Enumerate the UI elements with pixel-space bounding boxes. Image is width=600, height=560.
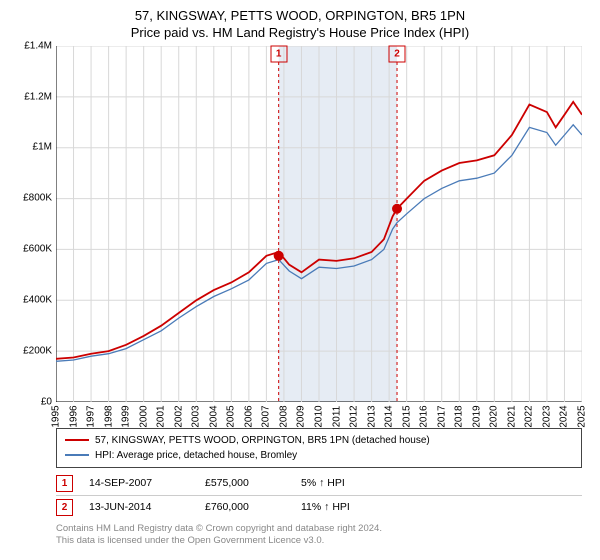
x-axis-label: 2016	[419, 405, 430, 427]
x-axis-label: 2006	[243, 405, 254, 427]
x-axis-label: 2002	[173, 405, 184, 427]
legend-row: HPI: Average price, detached house, Brom…	[65, 448, 573, 463]
legend-label-2: HPI: Average price, detached house, Brom…	[95, 448, 297, 463]
x-axis-label: 2012	[349, 405, 360, 427]
legend-box: 57, KINGSWAY, PETTS WOOD, ORPINGTON, BR5…	[56, 428, 582, 468]
legend-label-1: 57, KINGSWAY, PETTS WOOD, ORPINGTON, BR5…	[95, 433, 430, 448]
x-axis-label: 1999	[121, 405, 132, 427]
chart-area: £0£200K£400K£600K£800K£1M£1.2M£1.4M12 19…	[56, 46, 582, 422]
x-axis-label: 2021	[506, 405, 517, 427]
data-point-icon	[392, 204, 402, 214]
x-axis-label: 2001	[156, 405, 167, 427]
title-line-2: Price paid vs. HM Land Registry's House …	[12, 25, 588, 42]
event-date: 13-JUN-2014	[89, 501, 189, 513]
chart-title: 57, KINGSWAY, PETTS WOOD, ORPINGTON, BR5…	[12, 8, 588, 42]
y-axis-label: £1.4M	[12, 40, 52, 51]
x-axis-label: 2025	[577, 405, 588, 427]
data-point-icon	[274, 251, 284, 261]
x-axis-label: 2008	[278, 405, 289, 427]
x-axis-label: 2018	[454, 405, 465, 427]
x-axis-label: 2015	[401, 405, 412, 427]
legend-swatch-1	[65, 439, 89, 441]
events-table: 1 14-SEP-2007 £575,000 5% ↑ HPI 2 13-JUN…	[56, 472, 582, 519]
y-axis-label: £1M	[12, 142, 52, 153]
x-axis-label: 1997	[86, 405, 97, 427]
y-axis-label: £800K	[12, 193, 52, 204]
x-axis-label: 2009	[296, 405, 307, 427]
x-axis-label: 2020	[489, 405, 500, 427]
x-axis-label: 2003	[191, 405, 202, 427]
x-axis-label: 2007	[261, 405, 272, 427]
vline-marker-icon: 1	[270, 45, 287, 62]
y-axis-label: £400K	[12, 295, 52, 306]
x-axis-label: 2005	[226, 405, 237, 427]
x-axis-label: 2011	[331, 406, 342, 428]
event-pct: 5% ↑ HPI	[301, 477, 411, 489]
footer-line-2: This data is licensed under the Open Gov…	[56, 535, 582, 547]
legend-swatch-2	[65, 454, 89, 456]
x-axis-label: 2024	[559, 405, 570, 427]
y-axis-label: £0	[12, 396, 52, 407]
y-axis-label: £200K	[12, 345, 52, 356]
chart-svg	[56, 46, 582, 402]
chart-container: 57, KINGSWAY, PETTS WOOD, ORPINGTON, BR5…	[0, 0, 600, 560]
event-pct: 11% ↑ HPI	[301, 501, 411, 513]
plot-region: £0£200K£400K£600K£800K£1M£1.2M£1.4M12	[56, 46, 582, 402]
event-price: £575,000	[205, 477, 285, 489]
event-marker-icon: 1	[56, 475, 73, 492]
vline-marker-icon: 2	[389, 45, 406, 62]
x-axis-label: 2023	[541, 405, 552, 427]
x-axis-label: 2019	[471, 405, 482, 427]
y-axis-label: £1.2M	[12, 91, 52, 102]
event-row: 2 13-JUN-2014 £760,000 11% ↑ HPI	[56, 496, 582, 519]
event-price: £760,000	[205, 501, 285, 513]
legend-row: 57, KINGSWAY, PETTS WOOD, ORPINGTON, BR5…	[65, 433, 573, 448]
x-axis-label: 2017	[436, 405, 447, 427]
x-axis-label: 2022	[524, 405, 535, 427]
title-line-1: 57, KINGSWAY, PETTS WOOD, ORPINGTON, BR5…	[12, 8, 588, 25]
x-axis-label: 1996	[68, 405, 79, 427]
footer-attribution: Contains HM Land Registry data © Crown c…	[56, 523, 582, 548]
x-axis-label: 2014	[384, 405, 395, 427]
x-axis-label: 2004	[208, 405, 219, 427]
x-axis-label: 1995	[51, 405, 62, 427]
x-axis-label: 2013	[366, 405, 377, 427]
event-marker-icon: 2	[56, 499, 73, 516]
event-row: 1 14-SEP-2007 £575,000 5% ↑ HPI	[56, 472, 582, 496]
y-axis-label: £600K	[12, 244, 52, 255]
x-axis-label: 2000	[138, 405, 149, 427]
x-axis-label: 2010	[314, 405, 325, 427]
event-date: 14-SEP-2007	[89, 477, 189, 489]
x-axis-label: 1998	[103, 405, 114, 427]
footer-line-1: Contains HM Land Registry data © Crown c…	[56, 523, 582, 535]
